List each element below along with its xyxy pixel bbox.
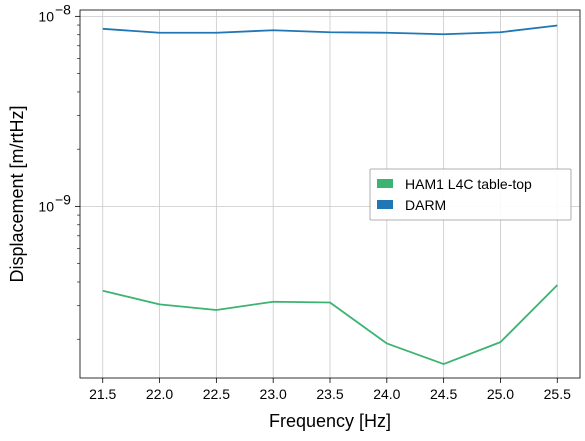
legend-box [369,168,572,221]
x-tick-label: 22.0 [146,386,173,402]
legend-swatch [377,200,393,209]
x-axis-ticks: 21.5 22.0 22.5 23.0 23.5 24.0 24.5 25.0 25.5 [89,378,571,402]
y-tick-base: 10 [38,198,54,214]
series-line-darm [102,24,558,36]
x-tick-label: 25.0 [487,386,514,402]
series-line-ham1-l4c [102,284,558,365]
x-tick-label: 23.0 [260,386,287,402]
legend-swatch [377,179,393,188]
y-tick-base: 10 [38,8,54,24]
y-tick-label: 10 [38,198,54,214]
y-tick-label: 10 [38,8,54,24]
series-layer [102,24,558,365]
x-tick-label: 24.0 [373,386,400,402]
y-tick-exponent: −9 [55,191,71,207]
x-tick-label: 24.5 [430,386,457,402]
x-tick-label: 21.5 [89,386,116,402]
legend-label: DARM [405,197,446,213]
x-tick-label: 23.5 [316,386,343,402]
legend: HAM1 L4C table-top DARM [369,168,572,221]
y-tick-exponent: −8 [55,1,71,17]
y-axis-ticks: 10−910−8 [38,1,80,340]
x-tick-label: 25.5 [544,386,571,402]
legend-label: HAM1 L4C table-top [405,176,532,192]
x-axis-label: Frequency [Hz] [269,411,391,431]
x-tick-label: 22.5 [203,386,230,402]
y-axis-label: Displacement [m/rtHz] [7,105,27,282]
